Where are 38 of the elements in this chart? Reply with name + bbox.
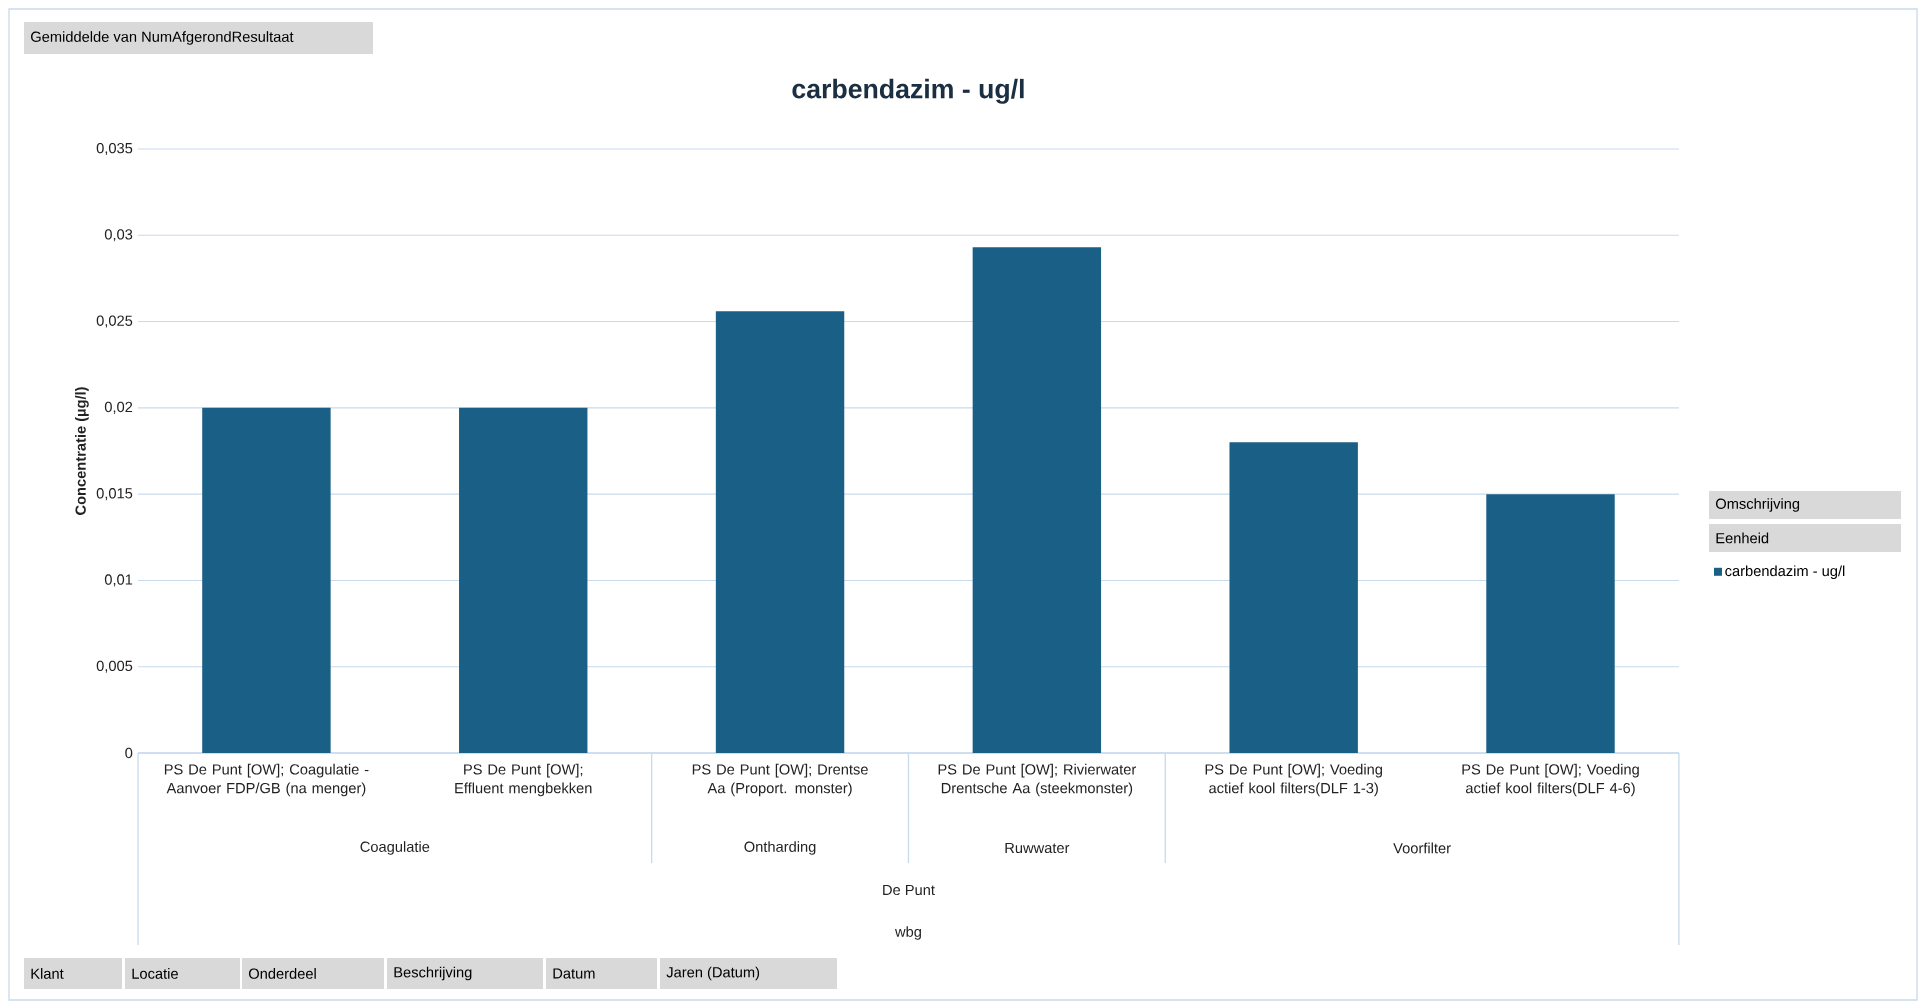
- text: Gemiddelde van NumAfgerondResultaat: [31, 31, 294, 45]
- bar: [1486, 494, 1615, 753]
- y-tick-label: 0,01: [104, 574, 133, 587]
- text: Locatie: [132, 968, 178, 979]
- text: Eenheid: [1716, 532, 1769, 544]
- bar: [1229, 442, 1358, 753]
- x-tick-label: PS De Punt [OW]; Rivierwater Drentsche Aa (steekmonster): [938, 763, 1137, 797]
- y-tick-label: 0,005: [96, 660, 133, 673]
- text: Ruwwater: [1005, 842, 1070, 854]
- text: Beschrijving: [394, 966, 472, 981]
- text: wbg: [894, 926, 921, 940]
- bar: [202, 407, 331, 753]
- text: Jaren (Datum): [666, 966, 760, 981]
- y-tick-label: 0,02: [104, 401, 133, 414]
- x-tick-label: PS De Punt [OW]; Coagulatie - Aanvoer FDP/GB (na menger): [164, 763, 369, 797]
- text: Klant: [31, 968, 64, 979]
- text: De Punt: [883, 884, 935, 896]
- y-tick-label: 0: [125, 747, 133, 759]
- y-axis-title: Concentratie (µg/l): [75, 387, 89, 515]
- legend-label: carbendazim - ug/l: [1725, 565, 1845, 580]
- x-tick-label: PS De Punt [OW]; Voeding actief kool filters(DLF 1-3): [1205, 763, 1382, 797]
- bar: [459, 407, 588, 753]
- y-tick-label: 0,035: [96, 142, 133, 156]
- chart-title: carbendazim - ug/l: [792, 78, 1024, 104]
- bar: [715, 311, 845, 753]
- text: Omschrijving: [1715, 498, 1800, 512]
- text: Onderdeel: [248, 968, 316, 979]
- text: Datum: [553, 968, 595, 979]
- bar: [972, 247, 1102, 753]
- text: Coagulatie: [360, 841, 430, 855]
- y-tick-label: 0,025: [96, 315, 133, 328]
- x-tick-label: PS De Punt [OW]; Effluent mengbekken: [455, 763, 592, 797]
- text: Ontharding: [744, 841, 816, 855]
- text: Voorfilter: [1393, 842, 1451, 854]
- y-tick-label: 0,015: [96, 488, 133, 501]
- y-tick-label: 0,03: [104, 229, 133, 242]
- x-tick-label: PS De Punt [OW]; Drentse Aa (Proport. monster): [692, 763, 868, 797]
- x-tick-label: PS De Punt [OW]; Voeding actief kool filters(DLF 4-6): [1462, 763, 1639, 797]
